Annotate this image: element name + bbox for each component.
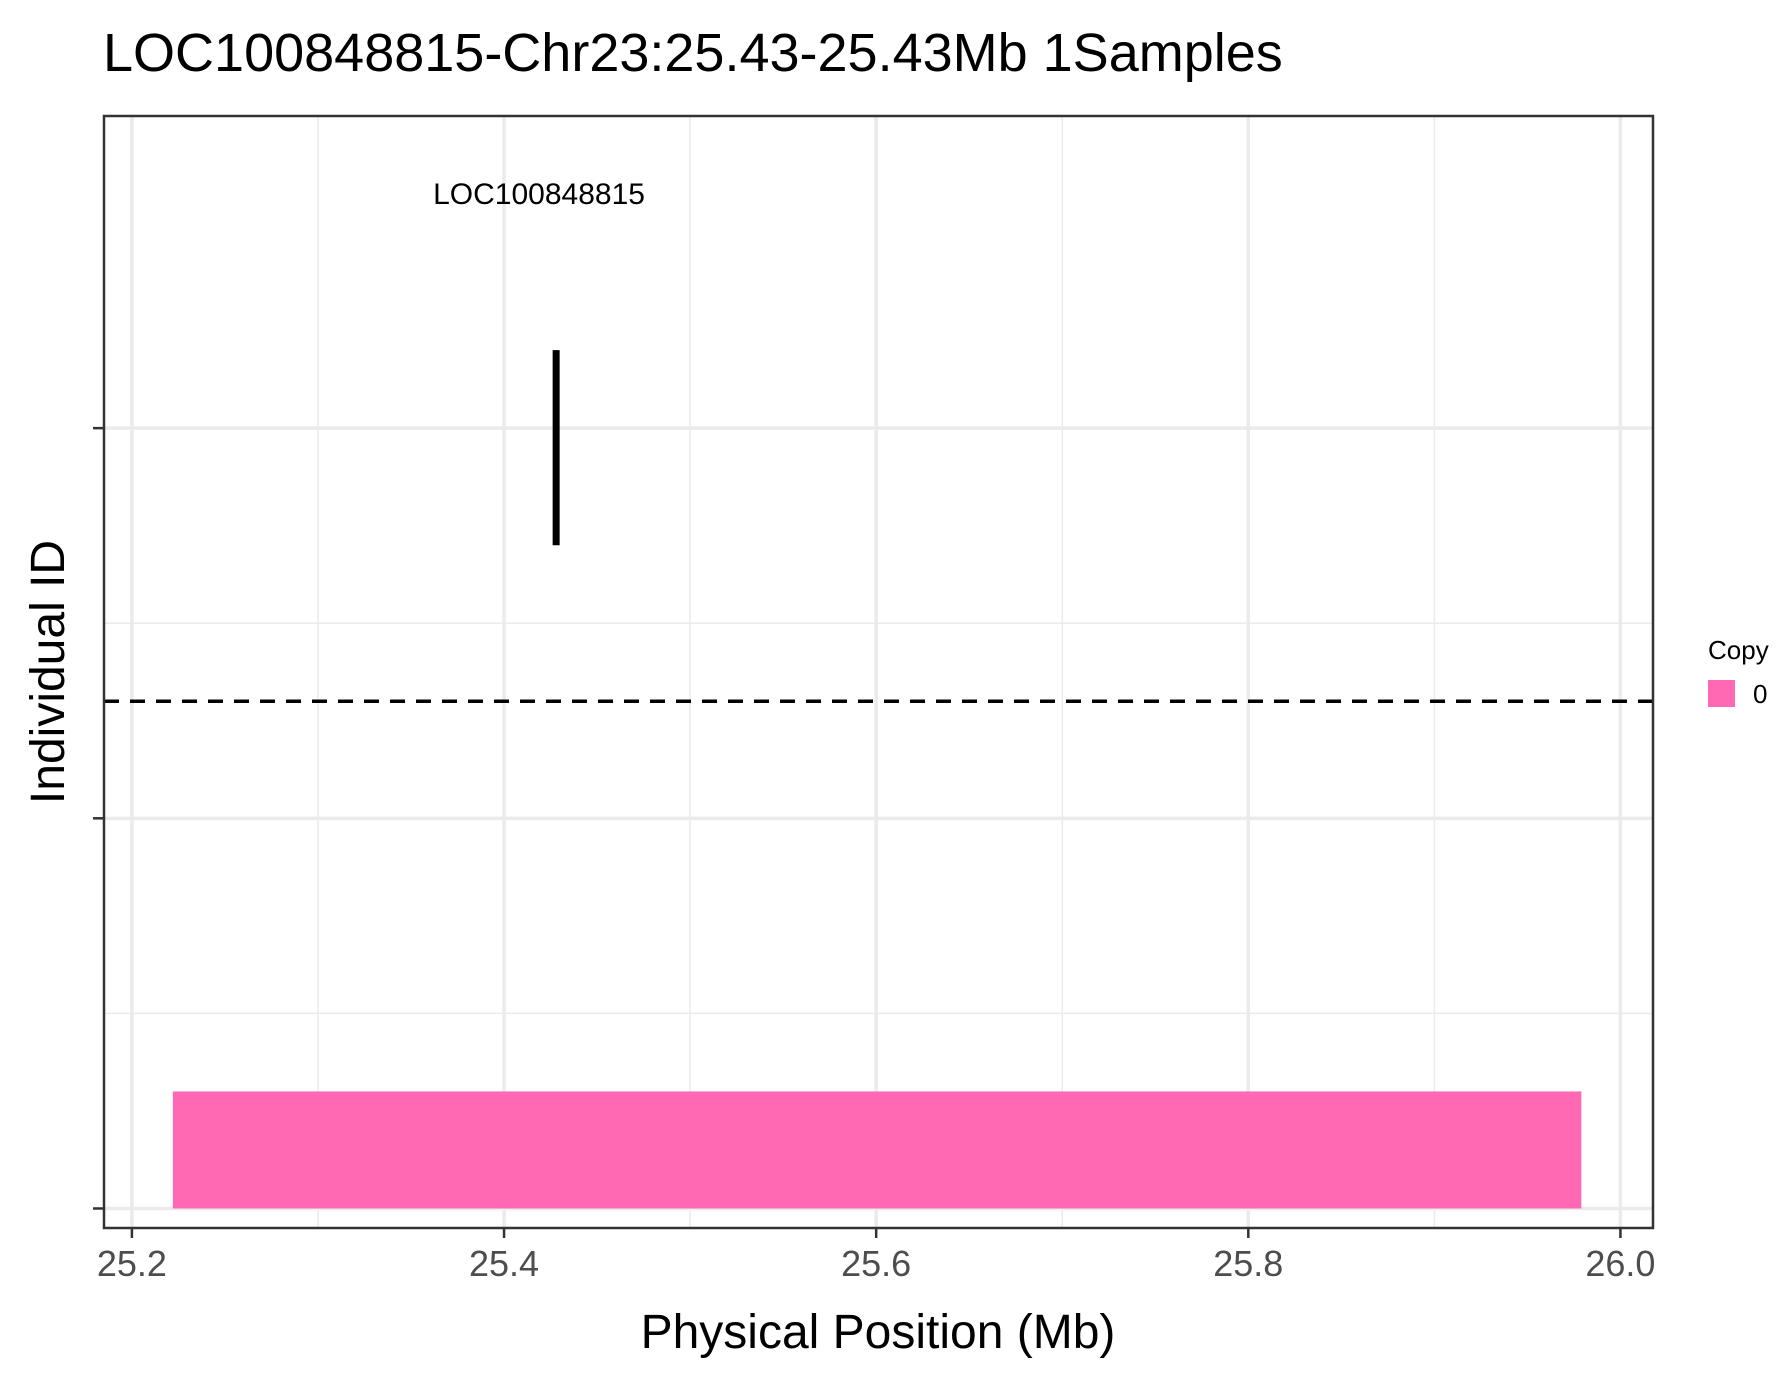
- legend-swatch: [1708, 680, 1735, 707]
- legend: Copy 0: [1708, 635, 1769, 709]
- x-tick-label: 25.4: [469, 1243, 539, 1284]
- cnv-segment: [172, 1091, 1582, 1209]
- legend-items: 0: [1708, 679, 1767, 709]
- legend-label: 0: [1753, 679, 1767, 709]
- x-tick-label: 25.6: [841, 1243, 911, 1284]
- x-tick-label: 25.8: [1213, 1243, 1283, 1284]
- x-tick-label: 25.2: [97, 1243, 167, 1284]
- y-axis-label: Individual ID: [22, 540, 75, 804]
- x-axis: 25.2 25.4 25.6 25.8 26.0: [97, 1228, 1655, 1284]
- legend-title: Copy: [1708, 635, 1769, 665]
- y-axis: [93, 426, 104, 1210]
- panel-border: [102, 114, 1655, 1230]
- gene-label: LOC100848815: [433, 178, 645, 211]
- x-tick-label: 26.0: [1585, 1243, 1655, 1284]
- data-layer: LOC100848815: [104, 178, 1653, 1209]
- chart-title: LOC100848815-Chr23:25.43-25.43Mb 1Sample…: [103, 23, 1283, 83]
- x-axis-label: Physical Position (Mb): [641, 1306, 1116, 1359]
